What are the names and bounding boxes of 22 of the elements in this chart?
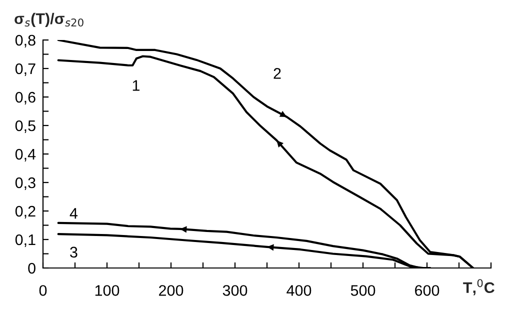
- x-tick-label: 600: [415, 285, 440, 296]
- y-tick-label: 0: [28, 262, 36, 274]
- x-tick-label: 0: [39, 285, 47, 296]
- y-tick-label: 0,7: [15, 63, 36, 76]
- y-tick-label: 0,1: [15, 234, 36, 247]
- x-axis-title: T,$^{0}$C: [463, 279, 494, 296]
- x-tick-label: 400: [286, 285, 312, 296]
- series-label: 4: [70, 208, 78, 219]
- series-label: 3: [70, 246, 78, 258]
- x-tick-label: 300: [222, 285, 248, 296]
- series-label: 2: [274, 68, 281, 79]
- x-tick-label: 100: [95, 285, 120, 296]
- y-tick-label: 0,3: [15, 177, 36, 190]
- x-tick-label: 200: [159, 285, 184, 296]
- x-tick-label: 500: [350, 285, 376, 296]
- y-tick-label: 0,2: [15, 206, 36, 218]
- series-label: 1: [132, 80, 140, 91]
- y-tick-label: 0,4: [15, 148, 36, 162]
- y-tick-label: 0,6: [15, 92, 36, 104]
- y-axis-title: σ$_{s}$(T)/σ$_{s20}$: [14, 12, 84, 28]
- y-tick-label: 0,8: [15, 34, 36, 48]
- y-tick-label: 0,5: [15, 120, 36, 133]
